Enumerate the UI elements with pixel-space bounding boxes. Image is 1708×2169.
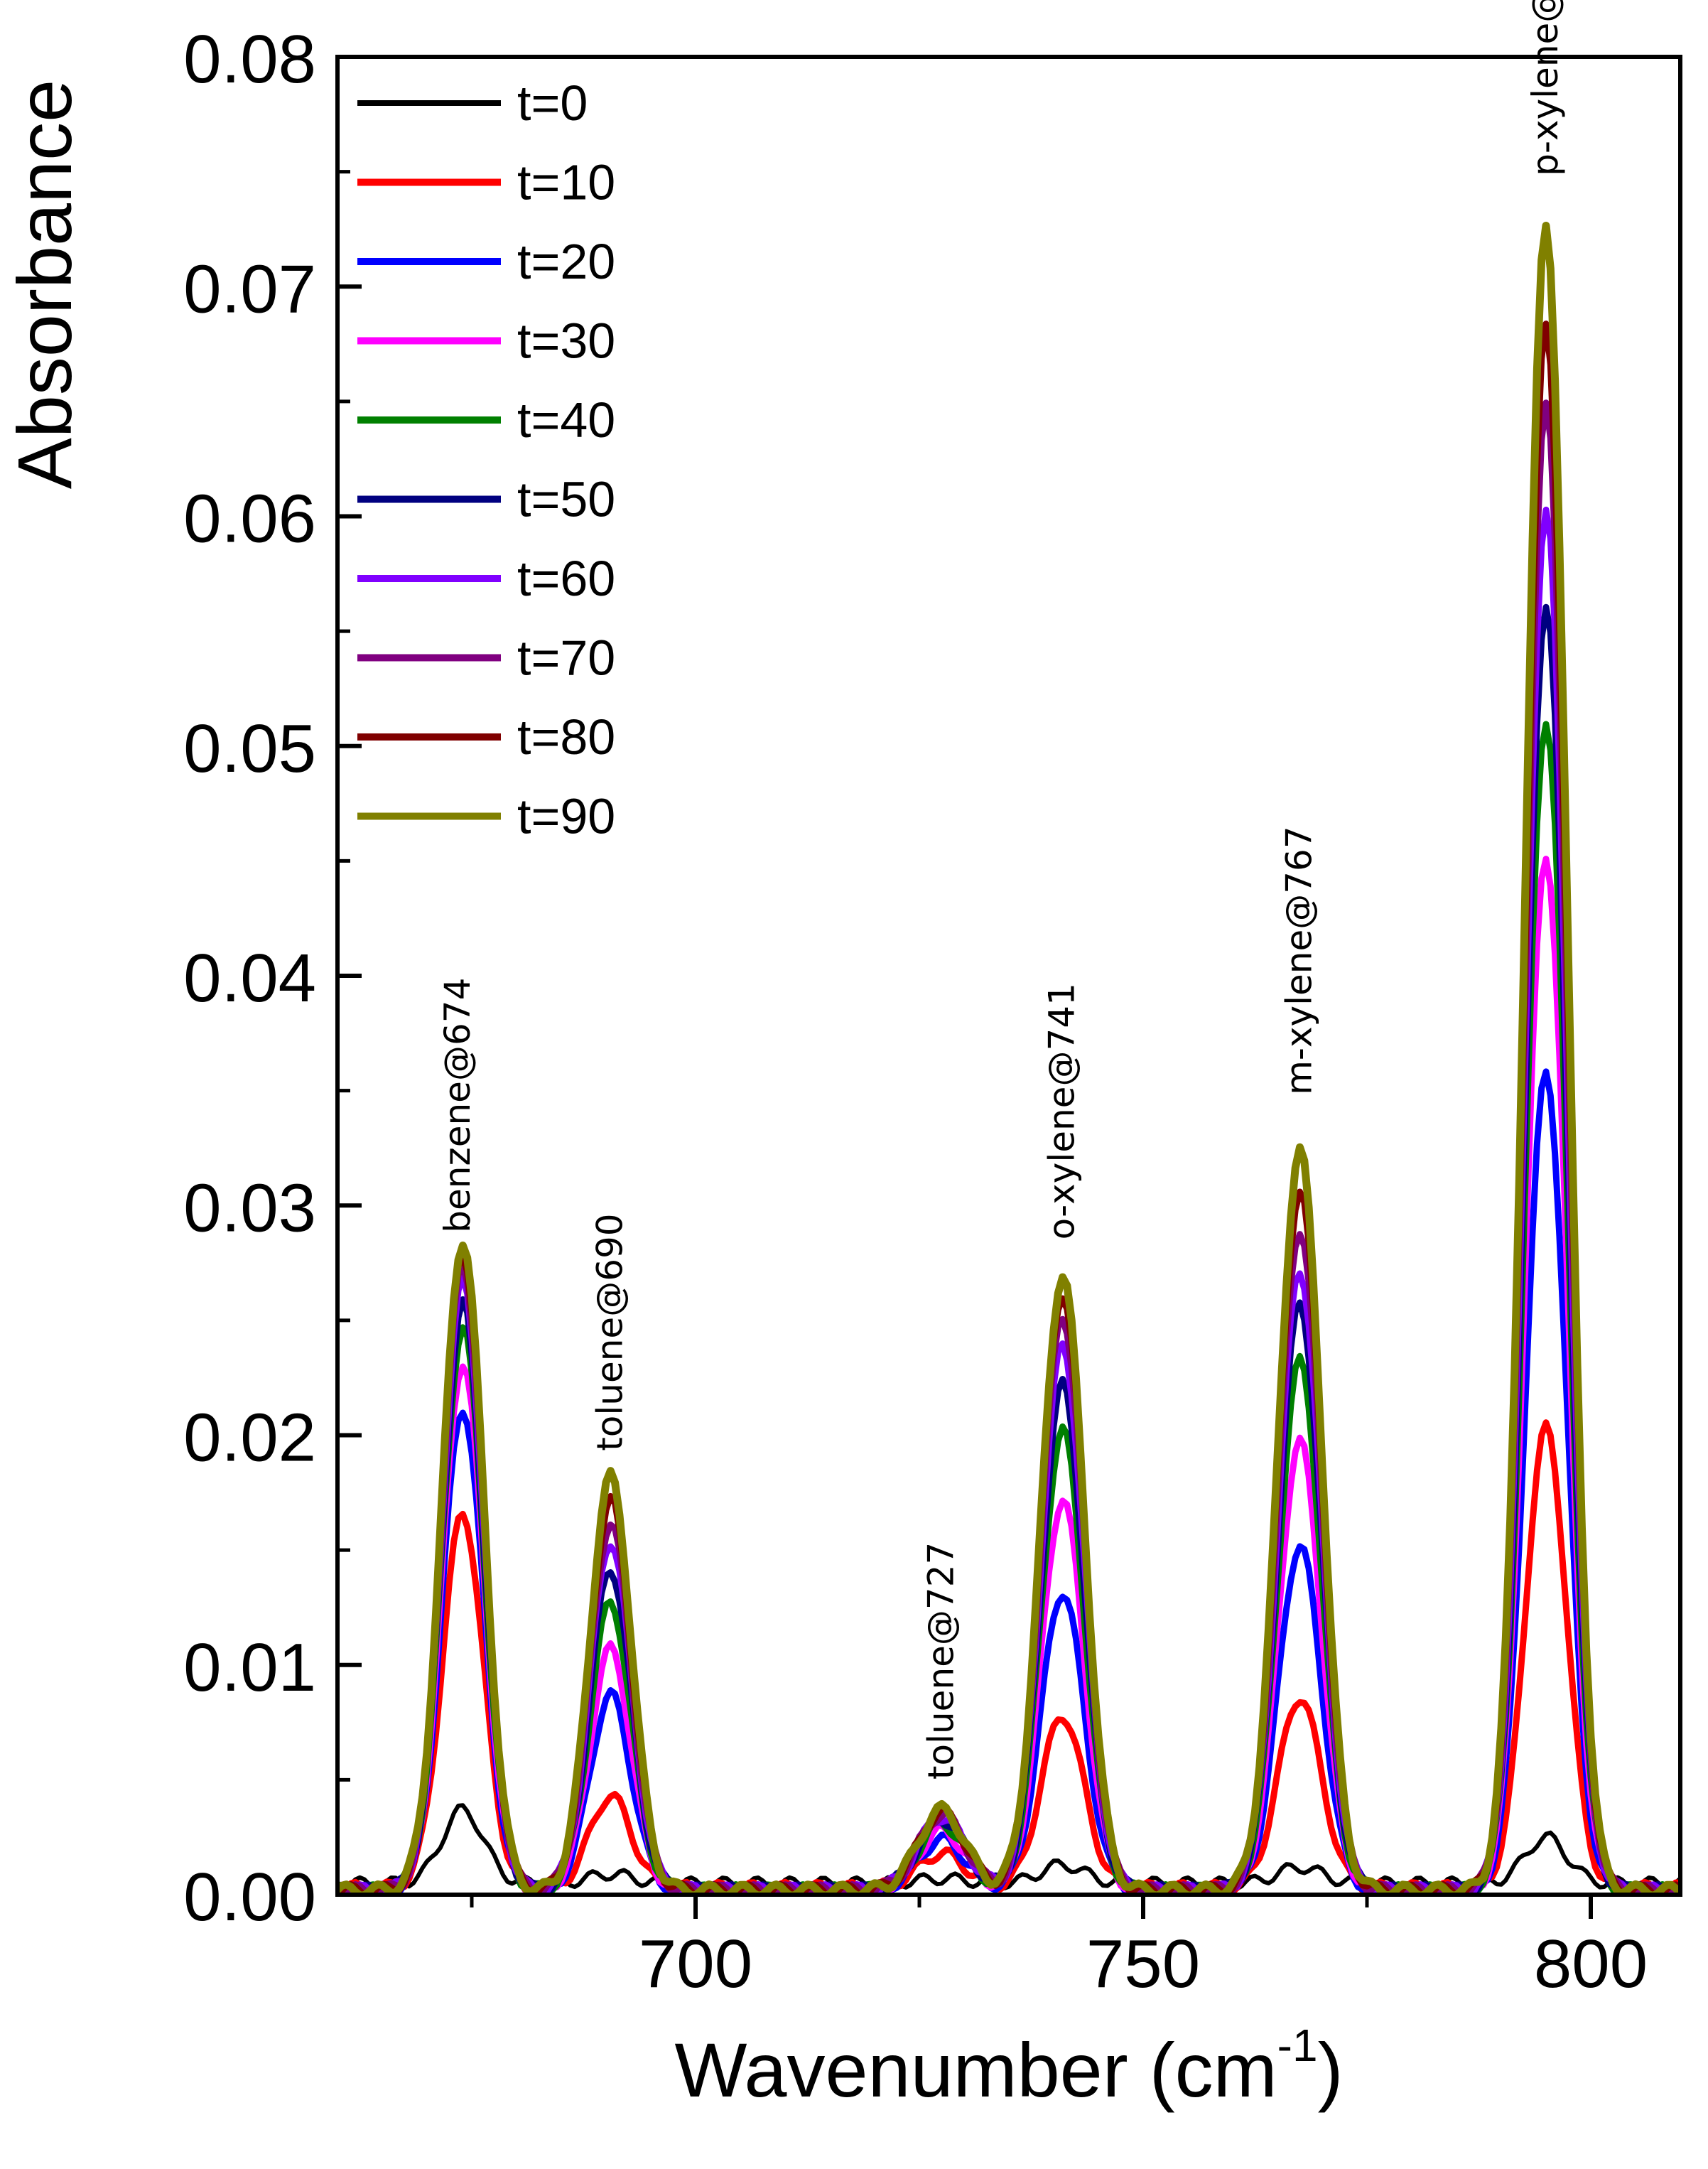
y-tick-label: 0.08 xyxy=(183,21,316,97)
y-tick-label: 0.02 xyxy=(183,1400,316,1476)
legend-label: t=60 xyxy=(517,551,615,606)
legend-label: t=30 xyxy=(517,313,615,369)
series-line-t-90 xyxy=(337,222,1680,1895)
x-axis-label-suffix: ) xyxy=(1318,2027,1344,2113)
legend-label: t=70 xyxy=(517,630,615,686)
y-tick-label: 0.04 xyxy=(183,940,316,1016)
axis-labels: Absorbance Wavenumber (cm-1) xyxy=(1,80,1344,2113)
peak-annotation: m-xylene@767 xyxy=(1279,826,1320,1094)
legend-label: t=80 xyxy=(517,709,615,765)
x-axis-label-superscript: -1 xyxy=(1277,2020,1318,2071)
legend-label: t=0 xyxy=(517,75,588,131)
legend: t=0 t=10 t=20 t=30 t=40 t=50 t=60 t=70 t=80 t=90 xyxy=(357,75,615,844)
axes: 0.00 0.01 0.02 0.03 0.04 0.05 0.06 0.07 0.08 700 7… xyxy=(183,21,1682,2002)
legend-label: t=50 xyxy=(517,472,615,527)
peak-annotation: toluene@690 xyxy=(589,1213,630,1451)
peak-annotation: p-xylene@794 xyxy=(1525,0,1566,176)
legend-label: t=40 xyxy=(517,392,615,448)
peak-annotation: o-xylene@741 xyxy=(1042,983,1083,1239)
y-tick-label: 0.05 xyxy=(183,711,316,787)
series-layer xyxy=(337,222,1680,1895)
y-axis-label: Absorbance xyxy=(1,80,87,489)
peak-annotation: benzene@674 xyxy=(437,978,478,1233)
y-tick-label: 0.01 xyxy=(183,1630,316,1706)
x-tick-label: 750 xyxy=(1086,1926,1200,2002)
x-axis-label: Wavenumber (cm-1) xyxy=(674,2020,1343,2113)
x-axis-label-main: Wavenumber (cm xyxy=(674,2027,1277,2113)
legend-label: t=20 xyxy=(517,234,615,289)
x-tick-label: 800 xyxy=(1534,1926,1648,2002)
peak-annotation: toluene@727 xyxy=(921,1542,962,1780)
legend-label: t=10 xyxy=(517,155,615,210)
y-tick-label: 0.03 xyxy=(183,1170,316,1246)
y-tick-label: 0.06 xyxy=(183,481,316,557)
annotation-layer: benzene@674 toluene@690 toluene@727 o-xylen… xyxy=(437,0,1566,1780)
y-tick-label: 0.00 xyxy=(183,1859,316,1935)
y-tick-label: 0.07 xyxy=(183,251,316,327)
x-tick-label: 700 xyxy=(639,1926,752,2002)
legend-label: t=90 xyxy=(517,789,615,844)
